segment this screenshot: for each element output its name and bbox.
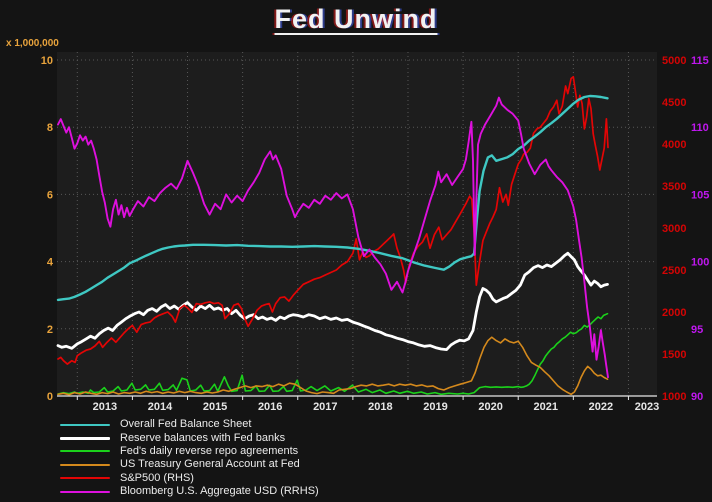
svg-text:110: 110 [691,122,709,134]
legend-label: Bloomberg U.S. Aggregate USD (RRHS) [120,485,319,498]
svg-text:4500: 4500 [662,97,686,109]
legend-label: S&P500 (RHS) [120,471,194,484]
svg-text:2500: 2500 [662,265,686,277]
legend-label: Fed's daily reverse repo agreements [120,444,299,457]
cyan-line-swatch-icon [60,423,110,426]
svg-text:2023: 2023 [635,401,659,413]
svg-text:105: 105 [691,189,709,201]
left-axis-unit-label: x 1,000,000 [6,38,59,49]
legend-label: Overall Fed Balance Sheet [120,418,252,431]
svg-text:2021: 2021 [534,401,558,413]
svg-text:2015: 2015 [203,401,227,413]
svg-text:0: 0 [47,391,53,403]
svg-text:2017: 2017 [313,401,337,413]
legend-item-treasury-general-account: US Treasury General Account at Fed [60,458,319,471]
svg-text:115: 115 [691,55,709,67]
legend-item-fed-balance-sheet: Overall Fed Balance Sheet [60,418,319,431]
legend-item-bloomberg-aggregate: Bloomberg U.S. Aggregate USD (RRHS) [60,485,319,498]
svg-text:1000: 1000 [662,391,686,403]
orange-line-swatch-icon [60,463,110,466]
svg-text:4: 4 [47,257,54,269]
legend-item-sp500: S&P500 (RHS) [60,472,319,485]
page-title: Fed Unwind [274,4,438,34]
svg-text:2013: 2013 [93,401,117,413]
legend-item-reserve-balances: Reserve balances with Fed banks [60,431,319,444]
svg-text:10: 10 [41,55,53,67]
svg-text:95: 95 [691,324,703,336]
legend-label: Reserve balances with Fed banks [120,431,286,444]
svg-text:5000: 5000 [662,55,686,67]
green-line-swatch-icon [60,450,110,453]
svg-text:2: 2 [47,324,53,336]
svg-text:2000: 2000 [662,307,686,319]
legend-label: US Treasury General Account at Fed [120,458,300,471]
svg-text:8: 8 [47,122,53,134]
svg-text:100: 100 [691,257,709,269]
red-line-swatch-icon [60,477,110,480]
svg-text:3000: 3000 [662,223,686,235]
svg-text:90: 90 [691,391,703,403]
svg-text:6: 6 [47,189,53,201]
svg-text:1500: 1500 [662,349,686,361]
chart-legend: Overall Fed Balance Sheet Reserve balanc… [60,418,319,498]
svg-text:2022: 2022 [589,401,613,413]
svg-text:2018: 2018 [368,401,392,413]
magenta-line-swatch-icon [60,490,110,493]
svg-text:2016: 2016 [258,401,282,413]
svg-text:3500: 3500 [662,181,686,193]
svg-text:4000: 4000 [662,139,686,151]
white-line-swatch-icon [60,436,110,440]
svg-text:2014: 2014 [148,401,173,413]
svg-text:2019: 2019 [423,401,447,413]
legend-item-reverse-repo: Fed's daily reverse repo agreements [60,445,319,458]
svg-text:2020: 2020 [478,401,502,413]
